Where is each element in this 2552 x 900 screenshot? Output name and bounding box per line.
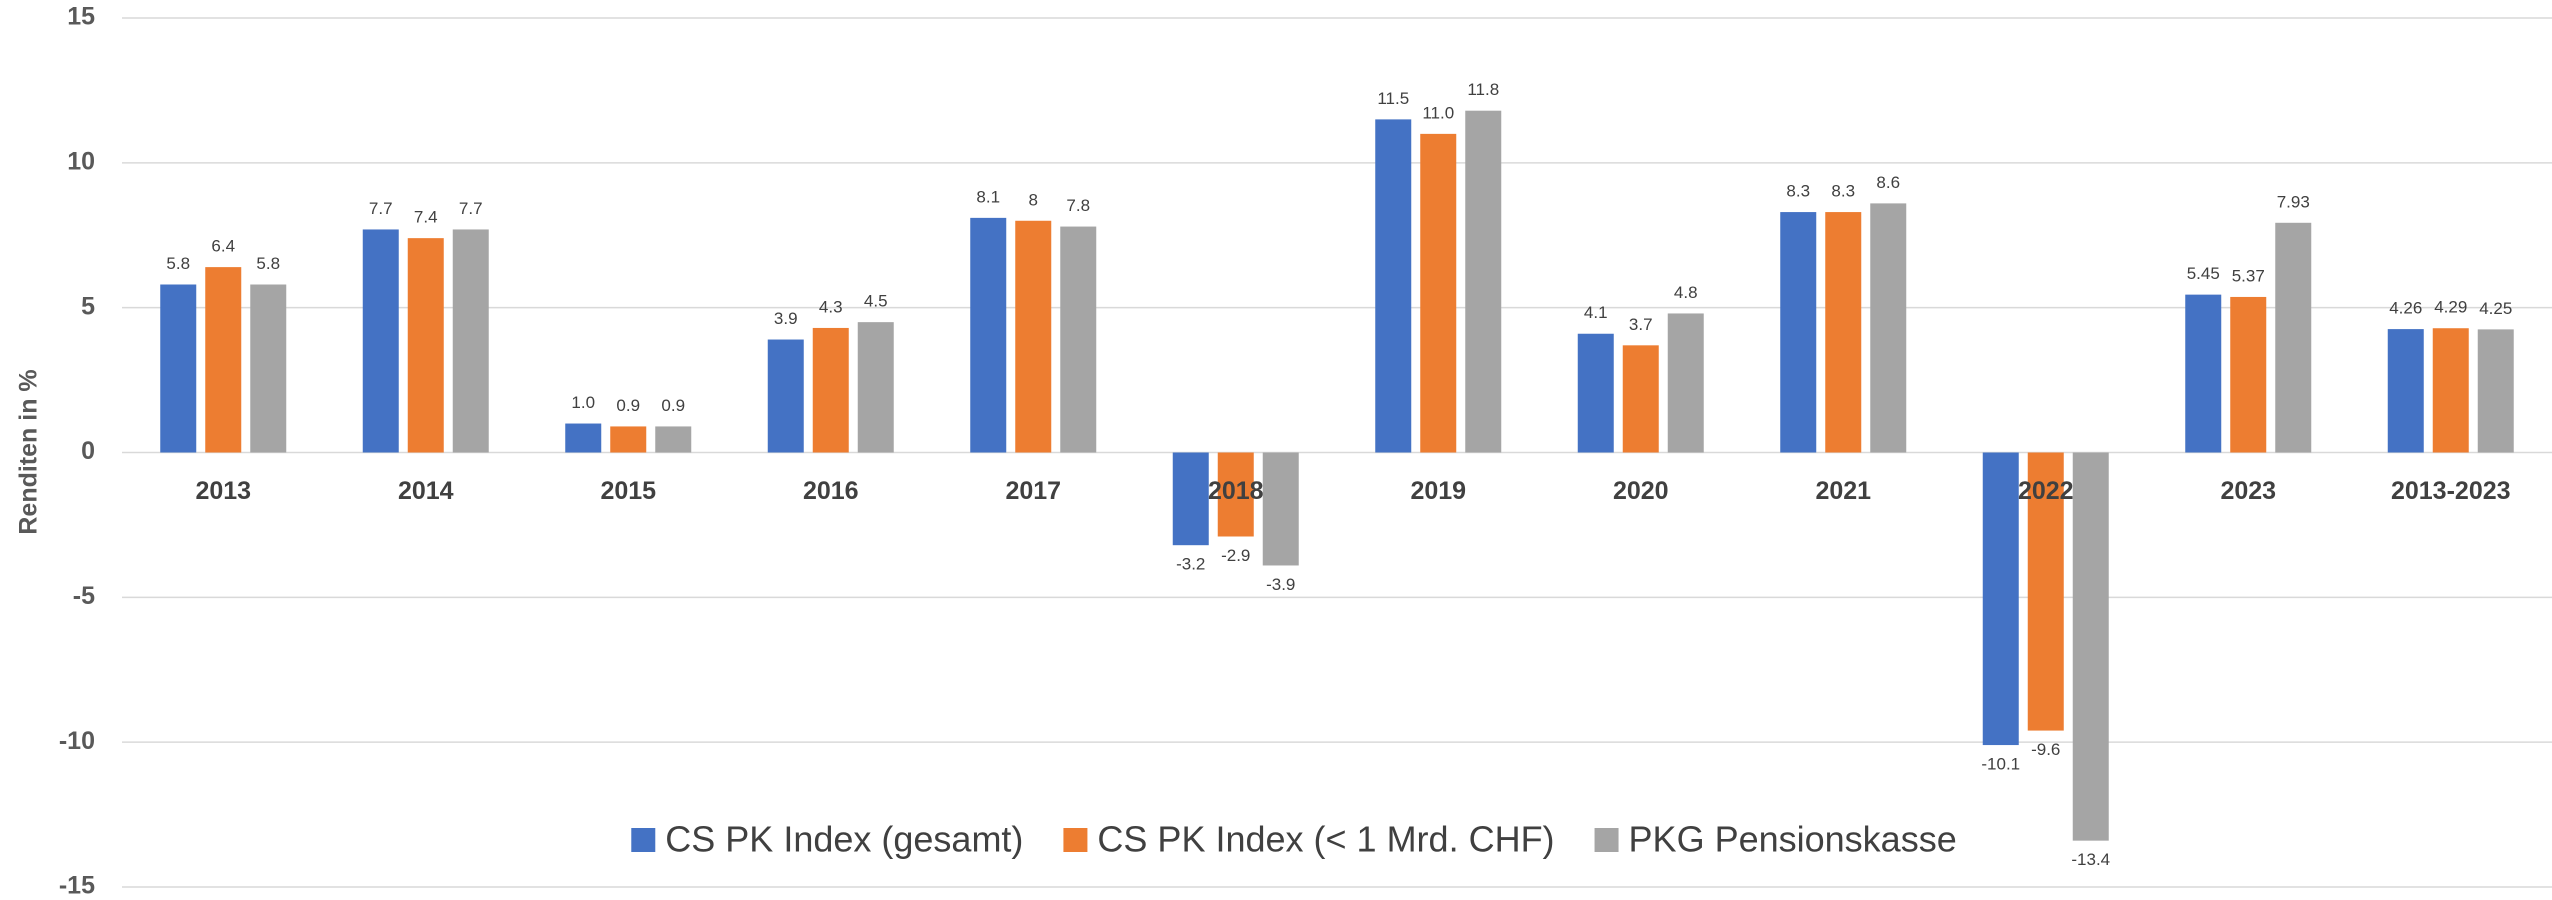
data-label: 11.5 xyxy=(1377,89,1409,108)
bar xyxy=(2387,329,2424,453)
bar xyxy=(2072,452,2109,841)
data-label: 8.3 xyxy=(1786,182,1810,201)
bar xyxy=(767,339,804,453)
bar xyxy=(1577,333,1614,453)
data-label: 4.5 xyxy=(864,292,888,311)
bar xyxy=(610,426,647,453)
y-tick-label: -5 xyxy=(73,582,95,610)
data-label: 8.3 xyxy=(1831,182,1855,201)
bar xyxy=(1870,203,1907,453)
bar xyxy=(1172,452,1209,546)
data-label: 4.25 xyxy=(2479,299,2512,318)
data-label: 11.0 xyxy=(1422,103,1454,122)
x-tick-label: 2017 xyxy=(1005,477,1061,505)
legend-label: CS PK Index (gesamt) xyxy=(665,819,1023,860)
data-label: 6.4 xyxy=(211,237,235,256)
x-tick-label: 2015 xyxy=(600,477,656,505)
bar xyxy=(250,284,287,453)
x-tick-label: 2013-2023 xyxy=(2391,477,2511,505)
bar xyxy=(1667,313,1704,453)
bar xyxy=(1375,119,1412,453)
data-label: 7.8 xyxy=(1066,196,1090,215)
bar xyxy=(565,423,602,453)
bar xyxy=(2185,294,2222,453)
bar xyxy=(857,322,894,453)
x-tick-label: 2021 xyxy=(1815,477,1871,505)
data-label: 7.7 xyxy=(369,199,393,218)
data-label: 4.1 xyxy=(1584,303,1608,322)
bar xyxy=(655,426,692,453)
bar xyxy=(407,238,444,453)
data-label: 8.1 xyxy=(976,187,1000,206)
data-label: 7.4 xyxy=(414,208,438,227)
bar xyxy=(362,229,399,453)
data-label: 5.37 xyxy=(2232,266,2265,285)
data-label: 8 xyxy=(1029,190,1038,209)
legend-swatch xyxy=(631,828,656,852)
legend-swatch xyxy=(1594,828,1619,852)
data-label: 3.7 xyxy=(1629,315,1653,334)
data-label: 7.7 xyxy=(459,199,483,218)
data-label: 0.9 xyxy=(616,396,640,415)
bar xyxy=(205,267,242,453)
data-label: 5.45 xyxy=(2187,264,2220,283)
legend-label: CS PK Index (< 1 Mrd. CHF) xyxy=(1097,819,1554,860)
data-label: 1.0 xyxy=(571,393,595,412)
y-tick-label: 0 xyxy=(81,437,95,465)
bar xyxy=(1060,226,1097,453)
bar xyxy=(2027,452,2064,731)
legend-swatch xyxy=(1063,828,1088,852)
x-tick-label: 2016 xyxy=(803,477,859,505)
data-label: 8.6 xyxy=(1876,173,1900,192)
y-tick-label: 15 xyxy=(67,3,95,31)
data-label: 5.8 xyxy=(256,254,280,273)
y-tick-label: -10 xyxy=(59,727,95,755)
x-tick-label: 2019 xyxy=(1410,477,1466,505)
bar xyxy=(1015,220,1052,453)
data-label: 0.9 xyxy=(661,396,685,415)
bar xyxy=(2230,296,2267,453)
data-label: 4.3 xyxy=(819,297,843,316)
bar xyxy=(1825,212,1862,453)
bar xyxy=(1420,133,1457,453)
bar xyxy=(160,284,197,453)
y-axis-label: Renditen in % xyxy=(15,369,43,534)
data-label: 4.29 xyxy=(2434,298,2467,317)
bar xyxy=(970,217,1007,453)
bar xyxy=(1982,452,2019,746)
y-tick-label: 10 xyxy=(67,147,95,175)
x-tick-label: 2020 xyxy=(1613,477,1669,505)
data-label: 3.9 xyxy=(774,309,798,328)
bar xyxy=(1217,452,1254,537)
x-tick-label: 2018 xyxy=(1208,477,1264,505)
data-label: 5.8 xyxy=(166,254,190,273)
bar xyxy=(1262,452,1299,566)
data-label: 7.93 xyxy=(2277,192,2310,211)
bar xyxy=(452,229,489,453)
bar xyxy=(2275,222,2312,453)
bar xyxy=(2432,328,2469,453)
bar xyxy=(1780,212,1817,453)
data-label: -10.1 xyxy=(1981,755,2020,774)
x-tick-label: 2023 xyxy=(2220,477,2276,505)
bar xyxy=(2477,329,2514,453)
x-tick-label: 2013 xyxy=(195,477,251,505)
data-label: 4.26 xyxy=(2389,299,2422,318)
x-tick-label: 2014 xyxy=(398,477,454,505)
bar xyxy=(812,327,849,453)
y-tick-label: -15 xyxy=(59,872,95,900)
bar xyxy=(1465,110,1502,453)
data-label: -13.4 xyxy=(2071,850,2110,869)
legend-label: PKG Pensionskasse xyxy=(1629,819,1957,860)
data-label: -2.9 xyxy=(1221,546,1250,565)
bar xyxy=(1622,345,1659,453)
x-tick-label: 2022 xyxy=(2018,477,2074,505)
data-label: -9.6 xyxy=(2031,740,2060,759)
data-label: 11.8 xyxy=(1467,80,1499,99)
data-label: -3.9 xyxy=(1266,575,1295,594)
data-label: 4.8 xyxy=(1674,283,1698,302)
y-tick-label: 5 xyxy=(81,292,95,320)
data-label: -3.2 xyxy=(1176,555,1205,574)
